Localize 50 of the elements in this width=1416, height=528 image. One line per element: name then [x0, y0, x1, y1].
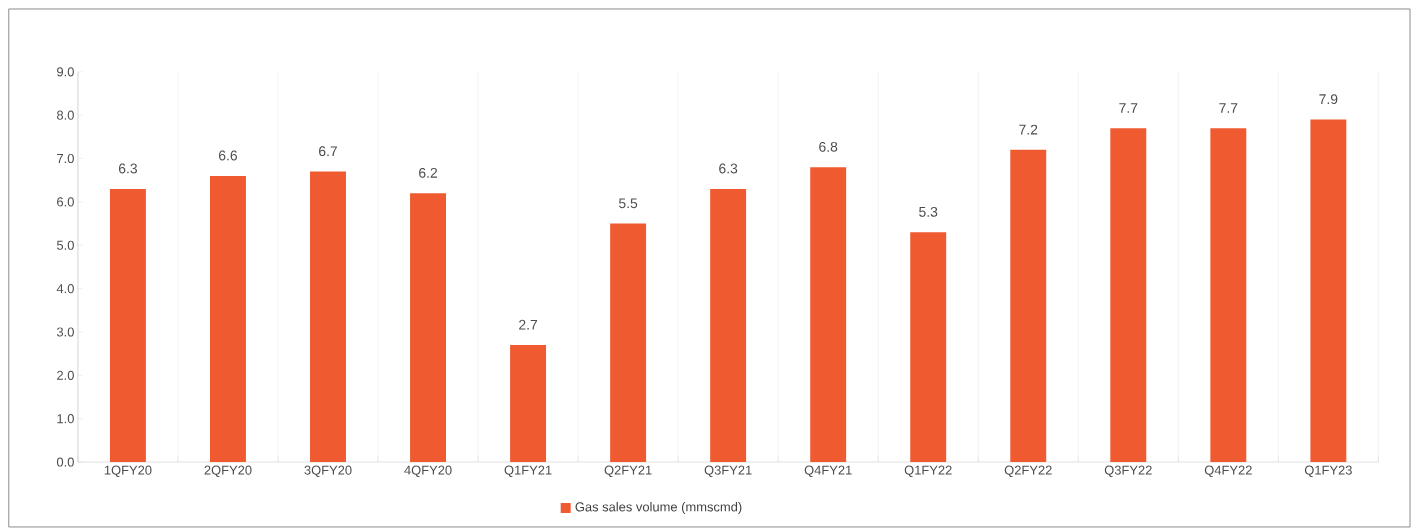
x-tick-label: 3QFY20 [304, 465, 352, 478]
data-label: 7.9 [1319, 94, 1338, 105]
x-tick-label: 2QFY20 [204, 465, 252, 478]
y-tick-label: 9.0 [57, 67, 74, 77]
bar [1210, 128, 1247, 463]
x-tick-label: Q1FY23 [1304, 465, 1352, 478]
bar [1310, 119, 1347, 463]
x-tick-label: Q1FY22 [904, 465, 952, 478]
data-label: 6.3 [719, 163, 738, 174]
y-tick-label: 8.0 [57, 110, 74, 120]
x-tick-label: Q3FY22 [1104, 465, 1152, 478]
bar [109, 188, 146, 463]
x-tick-label: Q4FY21 [804, 465, 852, 478]
legend-label: Gas sales volume (mmscmd) [575, 501, 742, 515]
data-label: 7.7 [1219, 103, 1238, 113]
x-tick-label: 4QFY20 [404, 465, 452, 478]
data-label: 6.6 [219, 150, 238, 161]
y-tick-label: 6.0 [57, 197, 74, 207]
y-tick-label: 5.0 [56, 240, 74, 250]
y-tick-label: 7.0 [57, 153, 74, 164]
x-tick-label: 1QFY20 [104, 465, 152, 478]
data-label: 6.3 [118, 163, 137, 174]
x-tick-label: Q2FY22 [1004, 465, 1052, 478]
bar [310, 171, 346, 463]
bar [510, 344, 547, 463]
y-tick-label: 1.0 [57, 414, 74, 424]
data-label: 7.7 [1119, 103, 1138, 113]
y-tick-label: 3.0 [56, 327, 74, 337]
data-label: 7.2 [1019, 124, 1038, 135]
x-tick-label: Q1FY21 [504, 465, 552, 478]
data-label: 5.3 [919, 206, 938, 217]
x-tick-label: Q2FY21 [604, 465, 652, 478]
bar [1010, 149, 1047, 463]
bar [810, 167, 847, 463]
y-tick-label: 4.0 [56, 284, 74, 294]
x-tick-label: Q4FY22 [1204, 465, 1252, 478]
bar [710, 188, 747, 463]
data-label: 6.2 [419, 167, 438, 178]
bar [410, 193, 447, 463]
bar [910, 232, 947, 463]
bar [210, 175, 246, 463]
data-label: 6.8 [819, 141, 838, 152]
y-tick-label: 2.0 [57, 370, 74, 380]
bar [1110, 128, 1147, 463]
x-tick-label: Q3FY21 [704, 465, 752, 478]
y-tick-label: 0.0 [56, 457, 74, 467]
data-label: 2.7 [519, 319, 538, 330]
data-label: 6.7 [319, 146, 337, 157]
bar [610, 223, 647, 463]
data-label: 5.5 [619, 198, 638, 209]
